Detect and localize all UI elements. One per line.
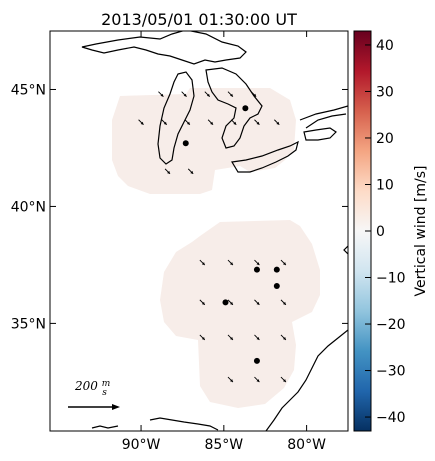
wind-vector-head (206, 93, 210, 97)
wind-vector-head (186, 121, 190, 125)
wind-vector-head (201, 301, 205, 305)
colorbar-ticks: 40 30 20 10 0 −10 −20 −30 −40 (365, 38, 406, 426)
colorbar-tick-label: 10 (376, 177, 394, 193)
wind-vector-head (163, 121, 167, 125)
wind-vector-head (230, 262, 233, 266)
wind-vector-head (230, 379, 233, 383)
coverage-region-south (160, 220, 320, 408)
wind-vector-head (201, 262, 205, 266)
wind-vector-head (167, 170, 171, 174)
wind-vector-head (282, 262, 286, 266)
wind-vector-head (230, 336, 233, 340)
x-tick-label: 90°W (122, 437, 161, 453)
x-axis: 90°W 85°W 80°W (122, 31, 326, 453)
wind-vector-head (210, 121, 214, 125)
wind-vector-head (140, 121, 144, 125)
y-axis: 45°N 40°N 35°N (11, 82, 348, 332)
wind-vector-head (282, 301, 286, 305)
station-marker (182, 140, 189, 147)
wind-vector-head (201, 336, 205, 340)
wind-vectors (138, 91, 287, 383)
station-marker (273, 266, 280, 273)
wind-vector-head (230, 301, 233, 305)
coverage-region-north (112, 88, 296, 194)
colorbar-tick-label: 0 (376, 224, 385, 240)
colorbar-tick-label: 20 (376, 131, 394, 147)
y-tick-label: 40°N (11, 199, 46, 215)
wind-vector-head (253, 93, 257, 97)
colorbar: 40 30 20 10 0 −10 −20 −30 −40 Vertical wind [m/s… (353, 30, 429, 432)
station-marker (222, 299, 229, 306)
colorbar-tick-label: −40 (376, 410, 406, 426)
station-marker (273, 282, 280, 289)
wind-vector-head (230, 93, 233, 97)
colorbar-tick-label: −10 (376, 271, 406, 287)
colorbar-tick-label: −20 (376, 317, 406, 333)
wind-vector-head (256, 301, 260, 305)
wind-vector-head (256, 379, 260, 383)
wind-vector-head (233, 121, 237, 125)
x-tick-label: 80°W (287, 437, 326, 453)
coastlines (81, 31, 348, 431)
map-frame (49, 30, 349, 432)
station-marker (253, 266, 260, 273)
colorbar-tick-label: 30 (376, 84, 394, 100)
y-tick-label: 35°N (11, 316, 46, 332)
wind-vector-head (190, 170, 194, 174)
station-marker (253, 357, 260, 364)
reference-vector-arrowhead (112, 404, 120, 410)
station-marker (242, 105, 249, 112)
x-tick-label: 85°W (204, 437, 243, 453)
y-tick-label: 45°N (11, 82, 46, 98)
wind-vector-head (256, 262, 260, 266)
wind-vector-head (256, 336, 260, 340)
colorbar-tick-label: 40 (376, 38, 394, 54)
wind-vector-head (183, 93, 187, 97)
colorbar-tick-label: −30 (376, 364, 406, 380)
wind-vector-head (282, 336, 286, 340)
stations (182, 105, 280, 364)
colorbar-label: Vertical wind [m/s] (413, 166, 429, 297)
wind-vector-head (256, 121, 260, 125)
wind-vector-head (276, 121, 280, 125)
chart-title: 2013/05/01 01:30:00 UT (101, 10, 297, 29)
wind-vector-head (282, 379, 286, 383)
wind-vector-head (160, 93, 164, 97)
